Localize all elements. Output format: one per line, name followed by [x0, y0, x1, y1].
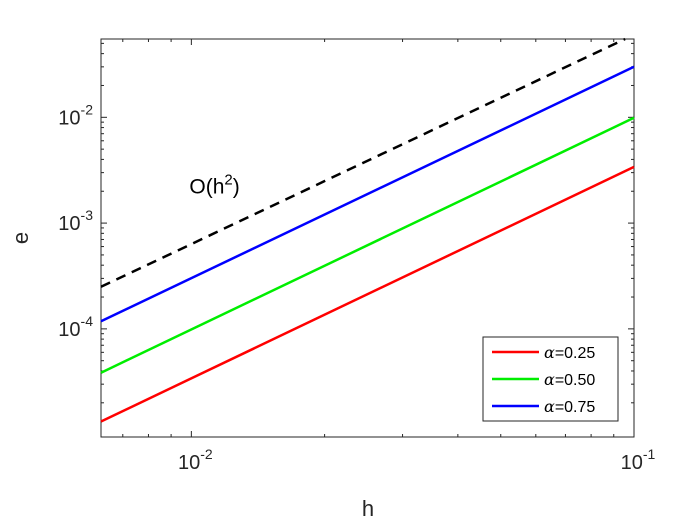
legend-label-alpha-0.25: α=0.25: [544, 343, 595, 362]
series-line-0.25: [100, 165, 635, 423]
reference-line-o-h2: [100, 37, 626, 288]
legend-entry-alpha-0.50: α=0.50: [492, 370, 595, 389]
legend-label-alpha-0.50: α=0.50: [544, 370, 595, 389]
legend: α=0.25 α=0.50 α=0.75: [482, 336, 619, 422]
series-line-0.75: [100, 65, 635, 323]
legend-entry-alpha-0.75: α=0.75: [492, 397, 595, 416]
major-ticks: [101, 39, 635, 437]
minor-ticks: [101, 39, 634, 437]
series-line-0.50: [100, 116, 635, 374]
x-axis-label: h: [362, 496, 374, 521]
x-tick-label: 10-1: [621, 446, 656, 474]
y-tick-label: 10-2: [58, 101, 93, 129]
x-tick-label: 10-2: [178, 446, 213, 474]
legend-label-alpha-0.75: α=0.75: [544, 397, 595, 416]
y-axis-label: e: [8, 232, 33, 244]
y-tick-label: 10-3: [58, 207, 93, 235]
series-layer: [100, 37, 635, 423]
y-tick-label: 10-4: [58, 313, 93, 341]
tick-labels: 10-2 10-1 10-4 10-3 10-2: [58, 101, 655, 474]
legend-entry-alpha-0.25: α=0.25: [492, 343, 595, 362]
order-annotation: O(h2): [189, 172, 239, 199]
